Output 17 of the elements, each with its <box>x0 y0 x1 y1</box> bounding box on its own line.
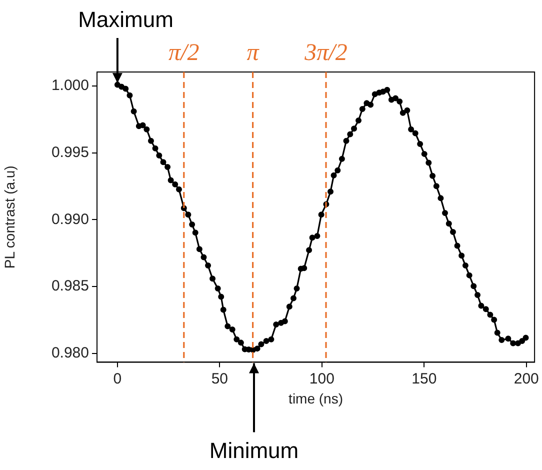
y-tick-label: 0.995 <box>51 144 89 162</box>
y-tick-label: 0.985 <box>51 278 89 295</box>
y-tick-label: 0.990 <box>51 210 89 228</box>
text: Minimum <box>209 438 299 464</box>
x-tick-label: 100 <box>309 370 334 388</box>
x-tick-label: 200 <box>514 370 539 388</box>
y-tick-label: 0.980 <box>51 344 89 362</box>
x-tick-label: 0 <box>113 370 122 388</box>
ref-line-label: π/2 <box>168 40 200 66</box>
ref-line-label: 3π/2 <box>304 40 348 66</box>
ref-line-label: π <box>246 40 260 66</box>
x-tick-label: 150 <box>412 370 437 388</box>
x-tick-label: 50 <box>211 370 228 388</box>
annotation: Maximum <box>78 7 174 32</box>
x-axis-title: time (ns) <box>288 390 344 406</box>
y-axis-title: PL contrast (a.u) <box>1 166 18 269</box>
y-tick-label: 1.000 <box>51 77 89 94</box>
